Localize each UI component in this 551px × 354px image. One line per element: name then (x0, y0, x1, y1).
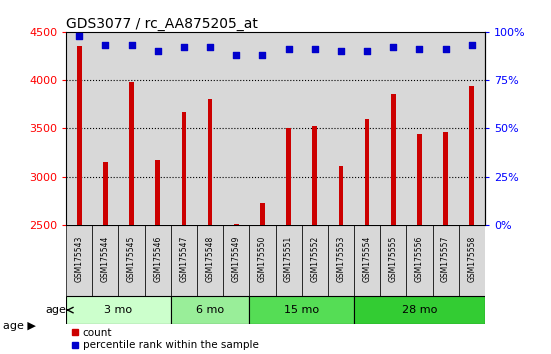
Point (363, 48, 371, 54)
Bar (407, 32, 433, 225)
Bar (249, 296, 354, 324)
Text: 15 mo: 15 mo (284, 305, 319, 315)
Point (284, 46, 293, 52)
Bar (197, 225, 223, 296)
Bar (197, 32, 223, 225)
Bar (129, 82, 134, 225)
Bar (171, 32, 197, 225)
Bar (66, 296, 171, 324)
Bar (328, 32, 354, 225)
Bar (338, 166, 343, 225)
Point (441, 46, 450, 52)
Bar (302, 225, 328, 296)
Bar (208, 99, 213, 225)
Text: GSM175551: GSM175551 (284, 236, 293, 282)
Bar (93, 32, 118, 225)
Point (75, 33, 84, 39)
Text: GSM175548: GSM175548 (206, 236, 214, 282)
Text: GSM175552: GSM175552 (310, 236, 319, 282)
Text: age ▶: age ▶ (3, 321, 36, 331)
Text: GSM175546: GSM175546 (153, 236, 162, 282)
Point (415, 46, 424, 52)
Bar (223, 32, 249, 225)
Text: GSM175545: GSM175545 (127, 236, 136, 282)
Bar (118, 225, 144, 296)
Bar (433, 225, 458, 296)
Text: age: age (45, 305, 66, 315)
Bar (286, 129, 291, 225)
Text: GSM175554: GSM175554 (363, 236, 371, 282)
Bar (181, 112, 186, 225)
Bar (407, 225, 433, 296)
Bar (103, 162, 108, 225)
Text: GSM175544: GSM175544 (101, 236, 110, 282)
Point (389, 45, 398, 50)
Point (310, 46, 319, 52)
Text: GSM175556: GSM175556 (415, 236, 424, 282)
Bar (417, 134, 422, 225)
Bar (66, 32, 93, 225)
Bar (458, 32, 485, 225)
Text: 3 mo: 3 mo (104, 305, 133, 315)
Bar (354, 296, 485, 324)
Bar (354, 225, 380, 296)
Bar (171, 296, 249, 324)
Bar (312, 126, 317, 225)
Text: GSM175550: GSM175550 (258, 236, 267, 282)
Bar (443, 132, 448, 225)
Bar (144, 225, 171, 296)
Bar (469, 86, 474, 225)
Bar (458, 225, 485, 296)
Text: GDS3077 / rc_AA875205_at: GDS3077 / rc_AA875205_at (66, 17, 258, 31)
Point (206, 45, 214, 50)
Text: GSM175553: GSM175553 (337, 236, 345, 282)
Bar (118, 32, 144, 225)
Text: 6 mo: 6 mo (196, 305, 224, 315)
Point (180, 45, 188, 50)
Text: 28 mo: 28 mo (402, 305, 437, 315)
Bar (380, 32, 407, 225)
Bar (155, 160, 160, 225)
Bar (391, 94, 396, 225)
Bar (302, 32, 328, 225)
Point (258, 52, 267, 58)
Legend: count, percentile rank within the sample: count, percentile rank within the sample (71, 328, 258, 350)
Text: GSM175543: GSM175543 (75, 236, 84, 282)
Point (232, 52, 241, 58)
Text: GSM175558: GSM175558 (467, 236, 476, 282)
Bar (249, 225, 276, 296)
Point (337, 48, 345, 54)
Bar (276, 225, 302, 296)
Bar (77, 46, 82, 225)
Bar (93, 225, 118, 296)
Bar (365, 119, 370, 225)
Point (467, 42, 476, 48)
Bar (171, 225, 197, 296)
Bar (249, 32, 276, 225)
Bar (234, 224, 239, 225)
Text: GSM175549: GSM175549 (232, 236, 241, 282)
Bar (276, 32, 302, 225)
Bar (380, 225, 407, 296)
Bar (260, 203, 265, 225)
Bar (144, 32, 171, 225)
Point (127, 42, 136, 48)
Point (153, 48, 162, 54)
Bar (223, 225, 249, 296)
Bar (433, 32, 458, 225)
Point (101, 42, 110, 48)
Text: GSM175557: GSM175557 (441, 236, 450, 282)
Bar (66, 225, 93, 296)
Bar (354, 32, 380, 225)
Text: GSM175547: GSM175547 (180, 236, 188, 282)
Bar (328, 225, 354, 296)
Text: GSM175555: GSM175555 (389, 236, 398, 282)
